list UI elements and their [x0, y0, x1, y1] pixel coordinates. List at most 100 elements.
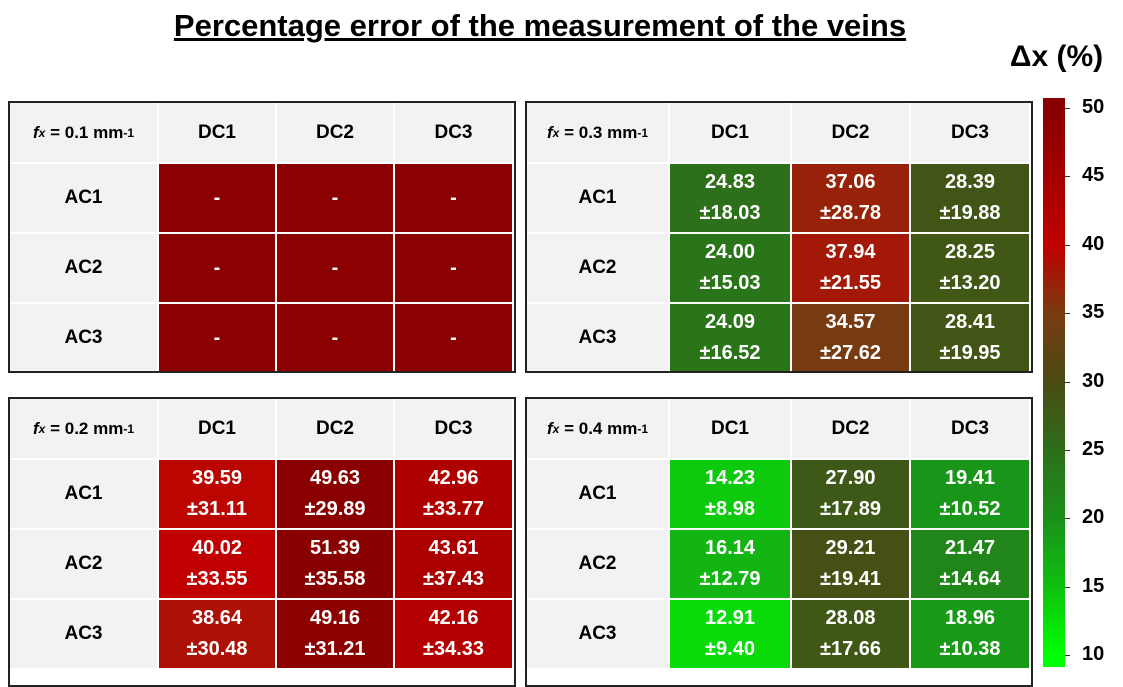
cell: 27.90 ±17.89: [792, 460, 911, 530]
row-header: AC1: [527, 164, 670, 234]
mean: 19.41: [944, 467, 996, 489]
mean: -: [213, 256, 221, 279]
mean: -: [331, 326, 339, 349]
superscript: -1: [637, 421, 648, 436]
sd: ±17.89: [819, 498, 882, 520]
tick-mark: [1065, 655, 1070, 656]
row-header: AC2: [527, 530, 670, 600]
cell: -: [277, 164, 395, 234]
row-header: AC2: [10, 234, 159, 304]
sd: ±34.33: [422, 638, 485, 660]
sd: ±9.40: [705, 638, 755, 660]
title: Percentage error of the measurement of t…: [173, 8, 907, 43]
tick-mark: [1065, 381, 1070, 383]
mean: 49.16: [309, 607, 361, 629]
colorbar: [1043, 98, 1065, 667]
column-header: DC3: [911, 103, 1031, 164]
sd: ±15.03: [699, 272, 761, 294]
cell: 38.64 ±30.48: [159, 600, 277, 670]
mean: 12.91: [704, 607, 756, 629]
sd: ±16.52: [699, 342, 761, 364]
cell: 43.61 ±37.43: [395, 530, 514, 600]
tick-mark: [1065, 449, 1070, 451]
subscript: x: [552, 125, 560, 140]
mean: 16.14: [704, 537, 756, 559]
cell: 28.39 ±19.88: [911, 164, 1031, 234]
cell: 37.06 ±28.78: [792, 164, 911, 234]
column-header: DC1: [670, 103, 792, 164]
mean: 28.39: [944, 171, 996, 193]
text: = 0.2 mm: [45, 418, 124, 438]
cell: -: [159, 304, 277, 371]
mean: 29.21: [825, 537, 876, 559]
mean: -: [450, 186, 457, 209]
var: f: [33, 122, 39, 142]
page: Percentage error of the measurement of t…: [8, 8, 1105, 687]
mean: -: [213, 326, 221, 349]
cell: 49.63 ±29.89: [277, 460, 395, 530]
row-header: AC3: [10, 600, 159, 670]
var: f: [33, 418, 39, 438]
var: f: [547, 122, 553, 142]
tick-label: 25: [1082, 437, 1105, 460]
cell: 21.47 ±14.64: [911, 530, 1031, 600]
tick-mark: [1065, 313, 1070, 315]
cell: -: [395, 164, 514, 234]
tick-label: 20: [1082, 506, 1105, 529]
sd: ±29.89: [304, 498, 366, 520]
mean: 28.41: [944, 311, 996, 333]
superscript: -1: [123, 421, 134, 436]
row-header: AC3: [10, 304, 159, 371]
sd: ±33.77: [422, 498, 485, 520]
row-header: AC1: [10, 164, 159, 234]
sd: ±8.98: [705, 498, 755, 520]
sd: ±10.52: [939, 498, 1001, 520]
mean: 37.06: [825, 171, 876, 193]
column-header: DC1: [159, 103, 277, 164]
cell: 24.83 ±18.03: [670, 164, 792, 234]
subscript: x: [38, 421, 46, 436]
mean: 28.08: [825, 607, 876, 629]
cell: 28.08 ±17.66: [792, 600, 911, 670]
sd: ±19.88: [939, 202, 1001, 224]
sd: ±33.55: [186, 568, 248, 590]
cell: 42.96 ±33.77: [395, 460, 514, 530]
subscript: x: [38, 125, 46, 140]
row-header: AC3: [527, 304, 670, 371]
sd: ±31.11: [187, 498, 247, 520]
cell: 34.57 ±27.62: [792, 304, 911, 371]
tick-label: 15: [1082, 574, 1105, 597]
cell: 24.00 ±15.03: [670, 234, 792, 304]
mean: -: [450, 326, 457, 349]
column-header: DC2: [792, 103, 911, 164]
cell: 49.16 ±31.21: [277, 600, 395, 670]
mean: 27.90: [825, 467, 876, 489]
mean: 38.64: [191, 607, 243, 629]
tick-mark: [1065, 244, 1070, 246]
cell: -: [277, 304, 395, 371]
tick-label: 50: [1082, 96, 1105, 118]
cell: 37.94 ±21.55: [792, 234, 911, 304]
column-header: DC3: [395, 399, 514, 460]
cell: -: [159, 234, 277, 304]
cell: 51.39 ±35.58: [277, 530, 395, 600]
cell: -: [277, 234, 395, 304]
column-header: DC3: [395, 103, 514, 164]
subscript: x: [552, 421, 560, 436]
mean: -: [331, 186, 339, 209]
mean: 24.00: [704, 241, 756, 263]
text: = 0.4 mm: [559, 418, 638, 438]
row-header: AC3: [527, 600, 670, 670]
cell: 19.41 ±10.52: [911, 460, 1031, 530]
sd: ±12.79: [699, 568, 761, 590]
tick-label: 30: [1082, 369, 1105, 392]
mean: 24.83: [704, 171, 756, 193]
sd: ±19.41: [819, 568, 882, 590]
colorbar-label: Δx (%): [1009, 40, 1104, 73]
column-header: DC1: [670, 399, 792, 460]
row-header: AC1: [527, 460, 670, 530]
